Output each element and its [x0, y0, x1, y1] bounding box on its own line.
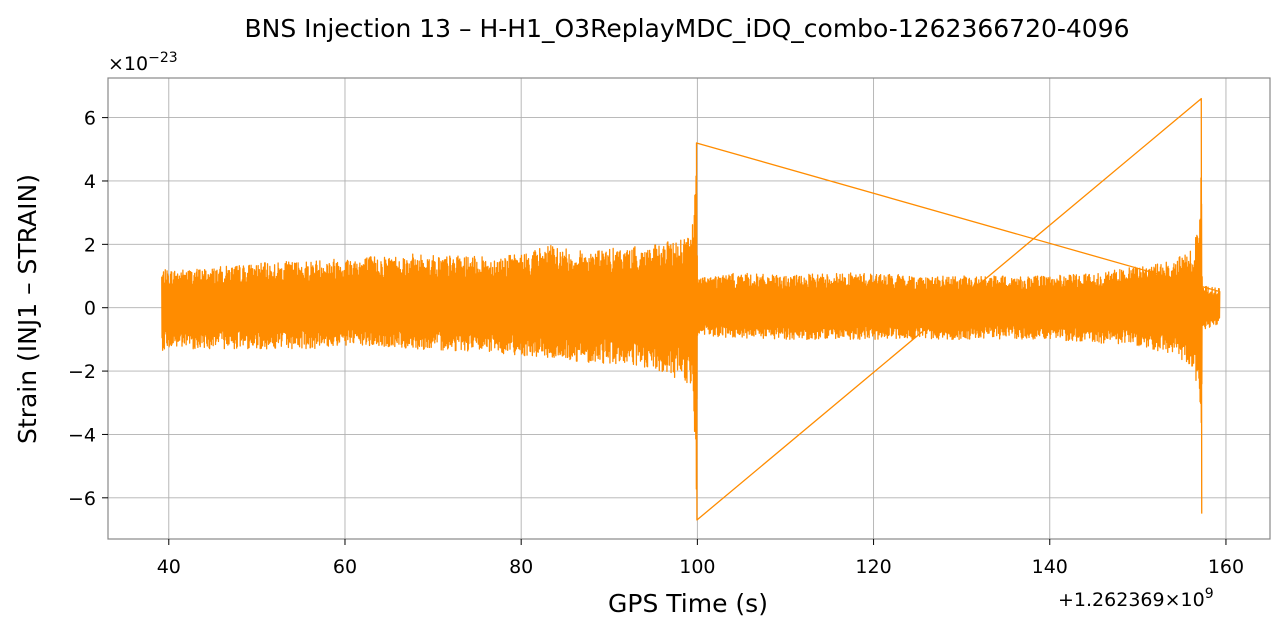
svg-text:+1.262369×109: +1.262369×109 [1058, 586, 1214, 611]
y-tick-label: 6 [84, 108, 96, 130]
x-tick-label: 60 [333, 556, 357, 578]
y-tick-label: −4 [68, 424, 96, 446]
x-tick-label: 80 [509, 556, 533, 578]
y-tick-label: −6 [68, 488, 96, 510]
y-multiplier-label: ×10−23 [108, 50, 178, 75]
x-tick-label: 140 [1032, 556, 1068, 578]
svg-text:×10−23: ×10−23 [108, 50, 178, 75]
x-tick-label: 120 [855, 556, 891, 578]
y-tick-label: 0 [84, 298, 96, 320]
plot-area: 40 60 80 100 120 140 160 −6 −4 −2 0 2 4 6 [68, 77, 1271, 578]
y-tick-label: 4 [84, 171, 96, 193]
x-tick-label: 160 [1208, 556, 1244, 578]
y-axis-label: Strain (INJ1 – STRAIN) [13, 174, 42, 444]
chart-title: BNS Injection 13 – H-H1_O3ReplayMDC_iDQ_… [244, 14, 1129, 43]
x-tick-label: 40 [157, 556, 181, 578]
axes-frame [107, 77, 1271, 540]
y-tick-label: 2 [84, 234, 96, 256]
strain-series-line [161, 97, 1221, 521]
x-axis-label: GPS Time (s) [608, 589, 768, 618]
x-tick-label: 100 [679, 556, 715, 578]
x-offset-label: +1.262369×109 [1058, 586, 1214, 611]
y-tick-label: −2 [68, 361, 96, 383]
